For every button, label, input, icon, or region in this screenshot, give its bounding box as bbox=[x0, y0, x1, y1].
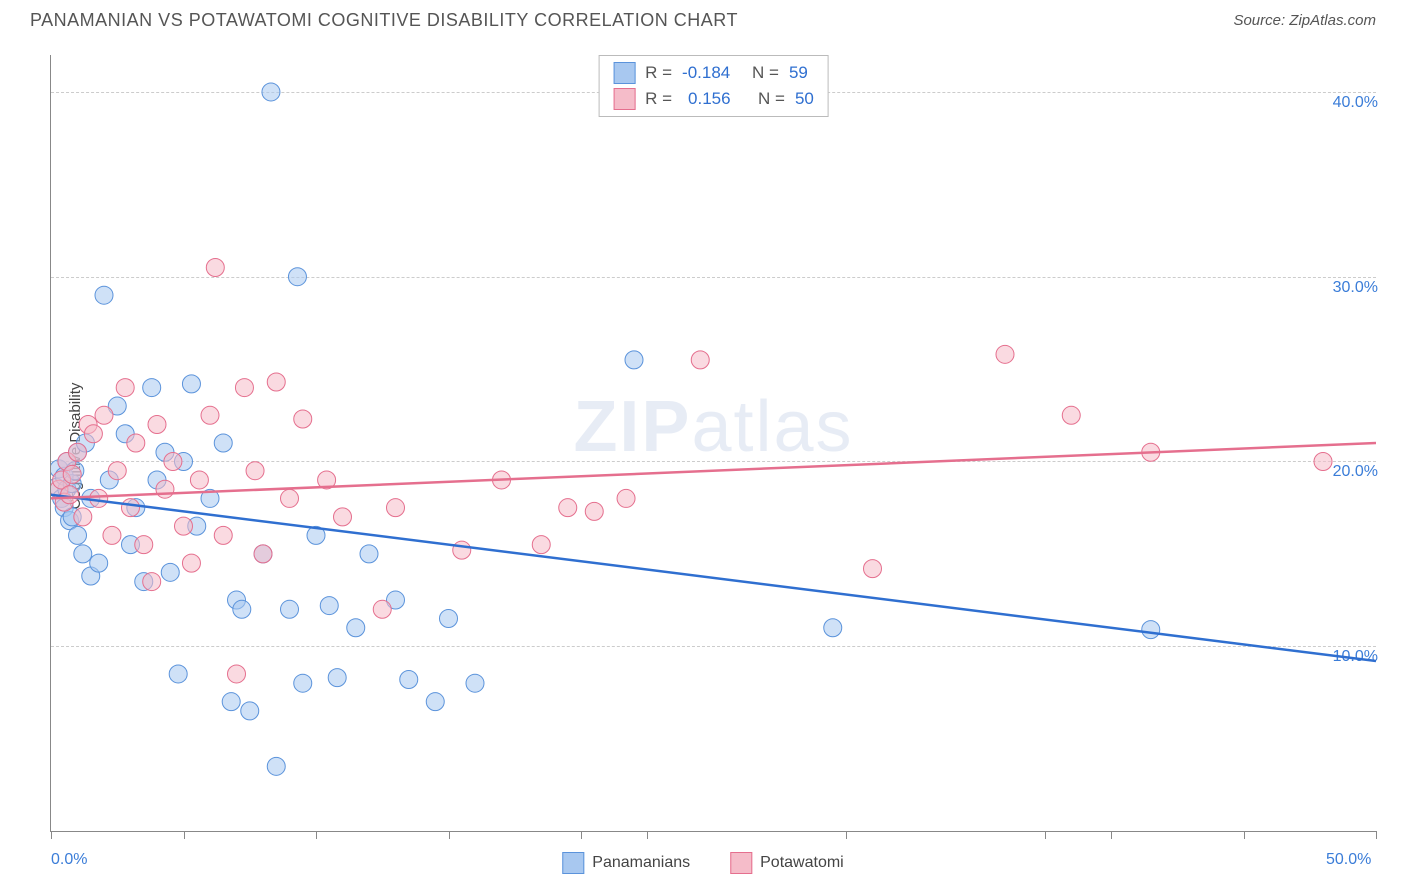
data-point bbox=[585, 502, 603, 520]
source-label: Source: ZipAtlas.com bbox=[1233, 12, 1376, 29]
data-point bbox=[294, 674, 312, 692]
data-point bbox=[387, 499, 405, 517]
data-point bbox=[328, 669, 346, 687]
data-point bbox=[127, 434, 145, 452]
data-point bbox=[246, 462, 264, 480]
n-label: N = bbox=[758, 89, 785, 109]
data-point bbox=[532, 536, 550, 554]
swatch-panamanians bbox=[613, 62, 635, 84]
data-point bbox=[233, 600, 251, 618]
data-point bbox=[201, 406, 219, 424]
legend-row-panamanians: R = -0.184 N = 59 bbox=[613, 60, 814, 86]
legend-row-potawatomi: R = 0.156 N = 50 bbox=[613, 86, 814, 112]
data-point bbox=[95, 406, 113, 424]
data-point bbox=[320, 597, 338, 615]
data-point bbox=[164, 452, 182, 470]
r-value-panamanians: -0.184 bbox=[682, 63, 742, 83]
data-point bbox=[222, 693, 240, 711]
data-point bbox=[453, 541, 471, 559]
x-tick-label: 0.0% bbox=[51, 851, 87, 869]
data-point bbox=[288, 268, 306, 286]
n-value-panamanians: 59 bbox=[789, 63, 808, 83]
data-point bbox=[426, 693, 444, 711]
swatch-potawatomi bbox=[613, 88, 635, 110]
swatch-panamanians bbox=[562, 852, 584, 874]
swatch-potawatomi bbox=[730, 852, 752, 874]
data-point bbox=[241, 702, 259, 720]
legend-item-potawatomi: Potawatomi bbox=[730, 852, 844, 874]
data-point bbox=[267, 373, 285, 391]
data-point bbox=[281, 489, 299, 507]
data-point bbox=[466, 674, 484, 692]
data-point bbox=[281, 600, 299, 618]
data-point bbox=[69, 443, 87, 461]
data-point bbox=[84, 425, 102, 443]
data-point bbox=[228, 665, 246, 683]
data-point bbox=[116, 379, 134, 397]
trend-line bbox=[51, 495, 1376, 661]
data-point bbox=[143, 573, 161, 591]
data-point bbox=[996, 345, 1014, 363]
data-point bbox=[617, 489, 635, 507]
data-point bbox=[294, 410, 312, 428]
data-point bbox=[1142, 621, 1160, 639]
data-point bbox=[61, 486, 79, 504]
legend-correlation: R = -0.184 N = 59 R = 0.156 N = 50 bbox=[598, 55, 829, 117]
legend-label-panamanians: Panamanians bbox=[592, 854, 690, 872]
data-point bbox=[148, 416, 166, 434]
data-point bbox=[559, 499, 577, 517]
r-label: R = bbox=[645, 89, 672, 109]
chart-title: PANAMANIAN VS POTAWATOMI COGNITIVE DISAB… bbox=[30, 10, 738, 31]
data-point bbox=[267, 757, 285, 775]
legend-series: Panamanians Potawatomi bbox=[562, 852, 843, 874]
legend-label-potawatomi: Potawatomi bbox=[760, 854, 844, 872]
data-point bbox=[347, 619, 365, 637]
data-point bbox=[206, 258, 224, 276]
data-point bbox=[1314, 452, 1332, 470]
data-point bbox=[400, 670, 418, 688]
data-point bbox=[190, 471, 208, 489]
data-point bbox=[373, 600, 391, 618]
r-value-potawatomi: 0.156 bbox=[682, 89, 748, 109]
data-point bbox=[143, 379, 161, 397]
data-point bbox=[169, 665, 187, 683]
data-point bbox=[69, 526, 87, 544]
data-point bbox=[95, 286, 113, 304]
data-point bbox=[691, 351, 709, 369]
data-point bbox=[108, 462, 126, 480]
n-value-potawatomi: 50 bbox=[795, 89, 814, 109]
data-point bbox=[135, 536, 153, 554]
data-point bbox=[182, 554, 200, 572]
data-point bbox=[254, 545, 272, 563]
r-label: R = bbox=[645, 63, 672, 83]
data-point bbox=[214, 434, 232, 452]
chart-area: ZIPatlas R = -0.184 N = 59 R = 0.156 N =… bbox=[50, 55, 1376, 832]
data-point bbox=[864, 560, 882, 578]
data-point bbox=[235, 379, 253, 397]
data-point bbox=[440, 610, 458, 628]
data-point bbox=[175, 517, 193, 535]
data-point bbox=[74, 545, 92, 563]
data-point bbox=[156, 480, 174, 498]
n-label: N = bbox=[752, 63, 779, 83]
data-point bbox=[334, 508, 352, 526]
data-point bbox=[90, 554, 108, 572]
data-point bbox=[74, 508, 92, 526]
data-point bbox=[1062, 406, 1080, 424]
data-point bbox=[214, 526, 232, 544]
data-point bbox=[182, 375, 200, 393]
data-point bbox=[262, 83, 280, 101]
data-point bbox=[122, 499, 140, 517]
data-point bbox=[103, 526, 121, 544]
header: PANAMANIAN VS POTAWATOMI COGNITIVE DISAB… bbox=[0, 0, 1406, 36]
x-tick-label: 50.0% bbox=[1326, 851, 1371, 869]
legend-item-panamanians: Panamanians bbox=[562, 852, 690, 874]
data-point bbox=[90, 489, 108, 507]
scatter-plot bbox=[51, 55, 1376, 831]
data-point bbox=[625, 351, 643, 369]
data-point bbox=[63, 465, 81, 483]
data-point bbox=[161, 563, 179, 581]
data-point bbox=[360, 545, 378, 563]
data-point bbox=[824, 619, 842, 637]
